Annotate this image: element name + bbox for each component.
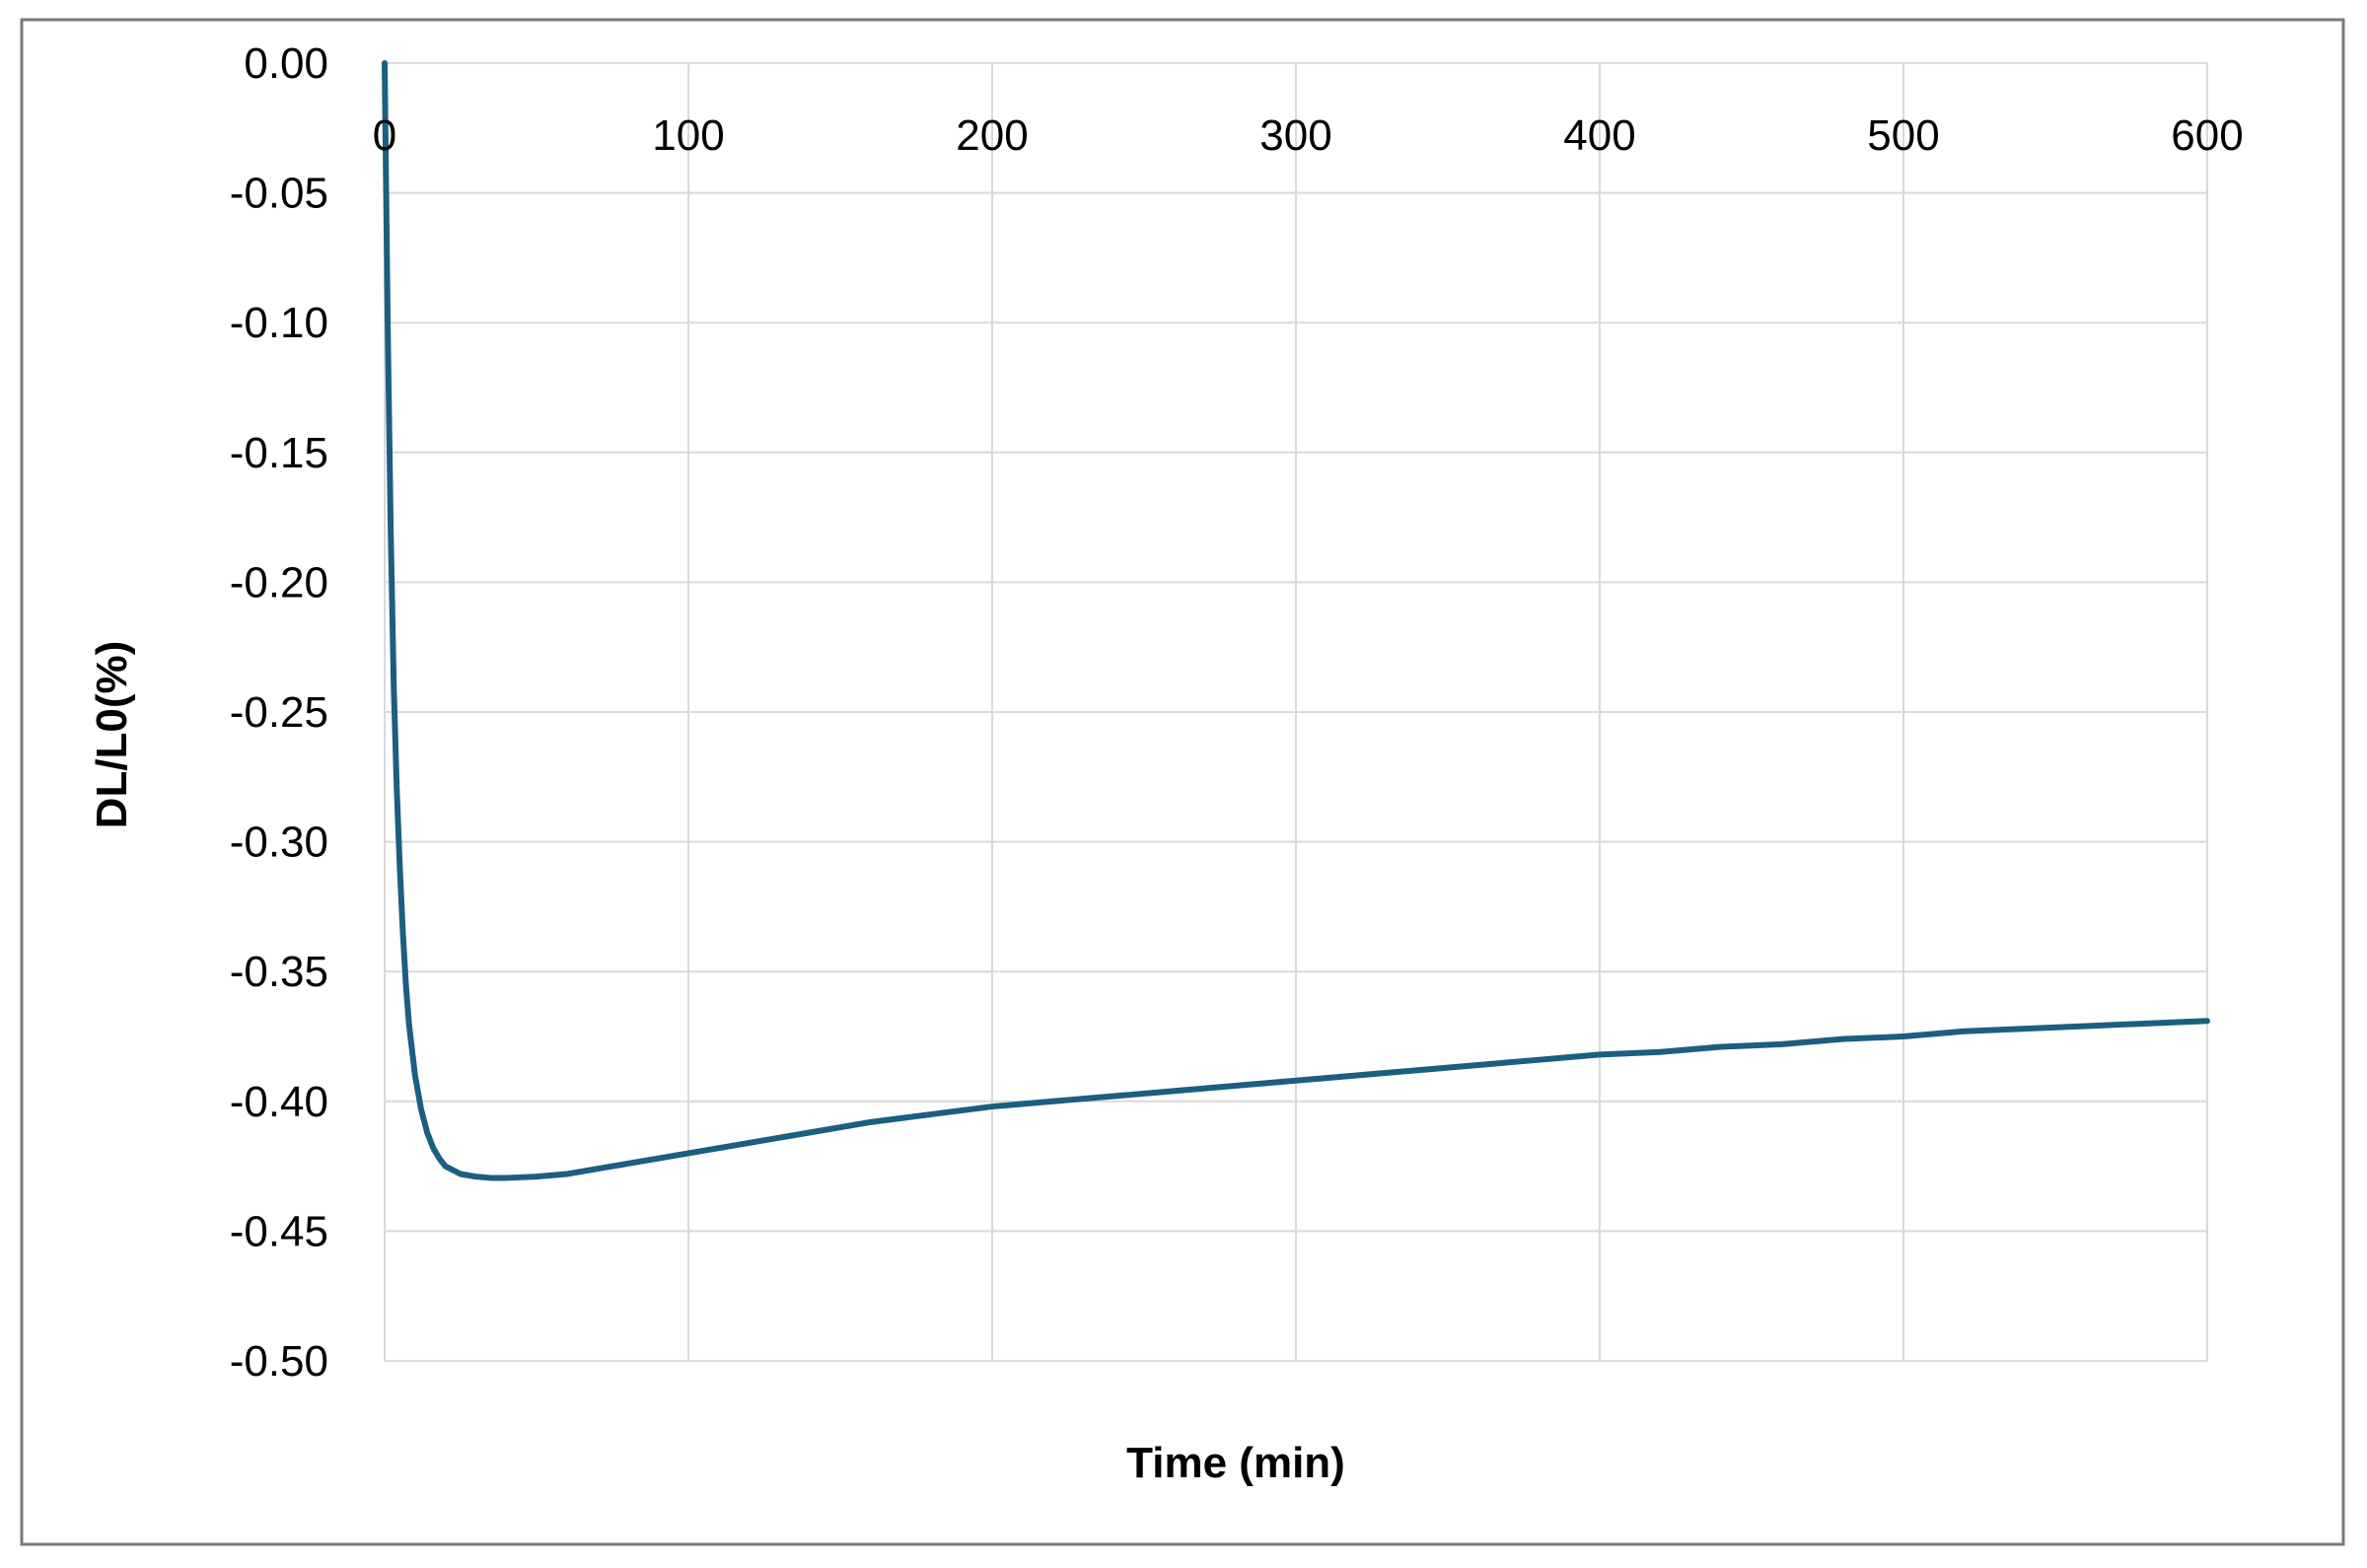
x-tick-labels: 0 100 200 300 400 500 600 — [373, 111, 2244, 160]
y-tick-labels: 0.00 -0.05 -0.10 -0.15 -0.20 -0.25 -0.30 -0.35 -… — [230, 39, 328, 1386]
x-tick-label: 500 — [1867, 111, 1939, 160]
y-tick-label: -0.25 — [230, 688, 328, 737]
y-tick-label: -0.05 — [230, 170, 328, 218]
y-tick-label: -0.15 — [230, 429, 328, 477]
x-tick-label: 400 — [1563, 111, 1635, 160]
series-line — [382, 60, 2210, 1181]
x-tick-label: 600 — [2171, 111, 2243, 160]
x-tick-label: 100 — [652, 111, 724, 160]
series-layer — [382, 60, 2210, 1181]
y-tick-label: -0.20 — [230, 558, 328, 606]
x-tick-label: 0 — [373, 111, 396, 160]
y-tick-label: -0.10 — [230, 299, 328, 347]
x-axis-title: Time (min) — [1126, 1439, 1345, 1487]
y-tick-label: -0.30 — [230, 819, 328, 867]
y-tick-label: -0.50 — [230, 1337, 328, 1386]
x-tick-label: 300 — [1259, 111, 1331, 160]
outer-border — [20, 18, 2345, 1546]
y-axis-title: DL/L0(%) — [88, 641, 136, 829]
y-tick-label: -0.35 — [230, 948, 328, 996]
y-tick-label: 0.00 — [244, 39, 328, 88]
y-tick-label: -0.45 — [230, 1207, 328, 1255]
x-tick-label: 200 — [956, 111, 1028, 160]
y-tick-label: -0.40 — [230, 1078, 328, 1126]
